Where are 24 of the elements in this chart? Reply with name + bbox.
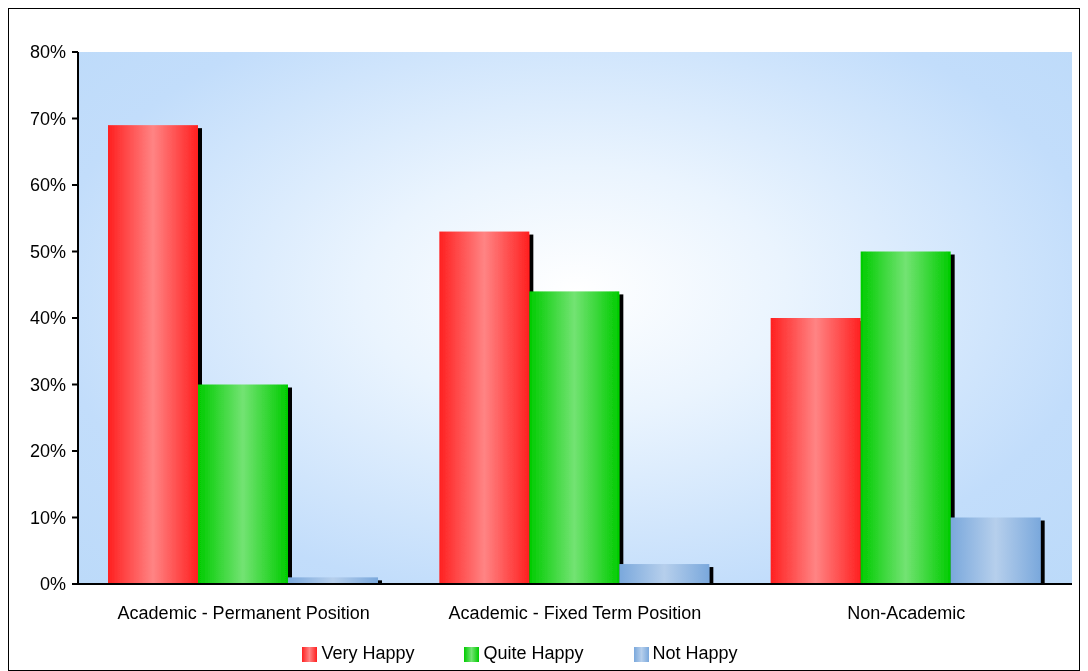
legend-label: Not Happy — [652, 643, 738, 663]
bar — [198, 384, 288, 584]
y-tick-label: 10% — [29, 507, 66, 528]
y-tick-label: 20% — [29, 441, 66, 462]
y-tick-label: 70% — [29, 108, 66, 129]
x-tick-label: Non-Academic — [847, 602, 966, 623]
bar — [950, 517, 1041, 584]
legend-label: Quite Happy — [483, 643, 584, 663]
y-tick-label: 30% — [29, 374, 66, 395]
x-tick-label: Academic - Permanent Position — [117, 602, 370, 623]
bar — [860, 251, 951, 584]
y-tick-label: 80% — [29, 42, 66, 63]
bar — [529, 291, 620, 584]
x-tick-label: Academic - Fixed Term Position — [448, 602, 702, 623]
bar — [108, 125, 198, 584]
bar — [619, 564, 710, 584]
y-tick-label: 50% — [29, 241, 66, 262]
bar — [439, 231, 530, 584]
legend-label: Very Happy — [321, 643, 415, 663]
y-tick-label: 60% — [29, 175, 66, 196]
bar — [288, 577, 378, 584]
bar — [770, 318, 861, 584]
y-tick-label: 40% — [29, 308, 66, 329]
y-tick-label: 0% — [39, 574, 66, 595]
